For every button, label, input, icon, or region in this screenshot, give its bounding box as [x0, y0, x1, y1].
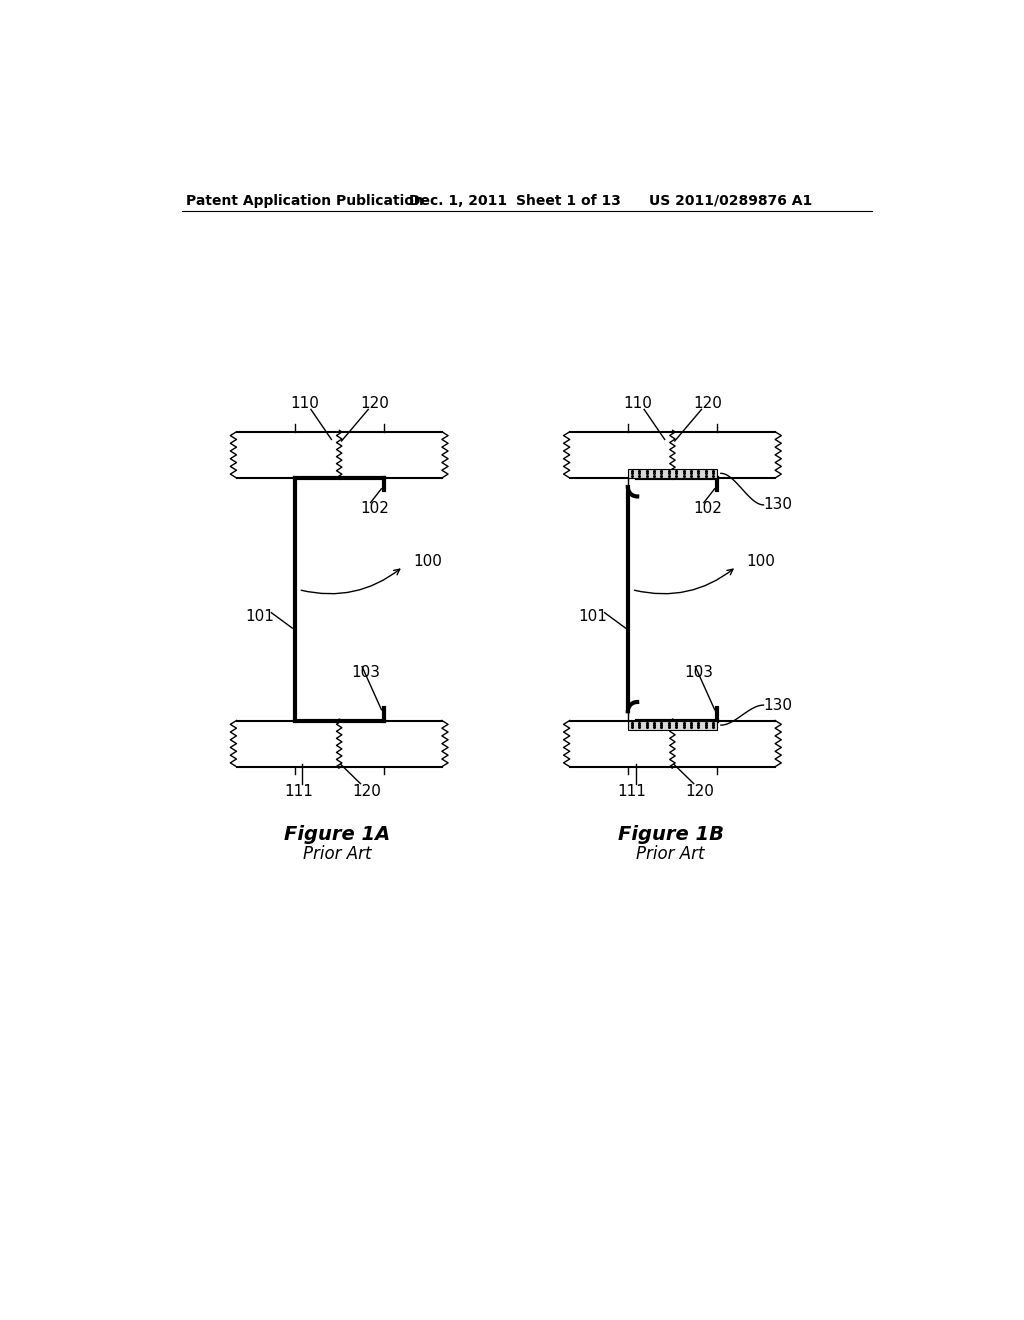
Text: 110: 110 — [290, 396, 319, 411]
Text: 101: 101 — [246, 609, 274, 624]
Text: 101: 101 — [579, 609, 607, 624]
Text: 120: 120 — [693, 396, 722, 411]
Text: 120: 120 — [685, 784, 715, 799]
Text: 120: 120 — [352, 784, 381, 799]
Text: 100: 100 — [414, 554, 442, 569]
Text: Patent Application Publication: Patent Application Publication — [186, 194, 424, 207]
Text: 130: 130 — [764, 697, 793, 713]
Text: Prior Art: Prior Art — [303, 845, 372, 863]
Text: 111: 111 — [284, 784, 313, 799]
Text: Figure 1A: Figure 1A — [284, 825, 390, 843]
Text: 102: 102 — [360, 502, 389, 516]
Text: Figure 1B: Figure 1B — [617, 825, 724, 843]
Text: 103: 103 — [685, 665, 714, 680]
Bar — [628, 721, 717, 730]
Text: 103: 103 — [351, 665, 381, 680]
Text: 110: 110 — [624, 396, 652, 411]
Text: Dec. 1, 2011: Dec. 1, 2011 — [409, 194, 507, 207]
Text: 102: 102 — [693, 502, 722, 516]
Text: 120: 120 — [360, 396, 389, 411]
Text: Sheet 1 of 13: Sheet 1 of 13 — [515, 194, 621, 207]
Text: 111: 111 — [617, 784, 646, 799]
Text: Prior Art: Prior Art — [636, 845, 705, 863]
Bar — [628, 469, 717, 478]
Text: 100: 100 — [746, 554, 775, 569]
Text: 130: 130 — [764, 498, 793, 512]
Text: US 2011/0289876 A1: US 2011/0289876 A1 — [649, 194, 812, 207]
